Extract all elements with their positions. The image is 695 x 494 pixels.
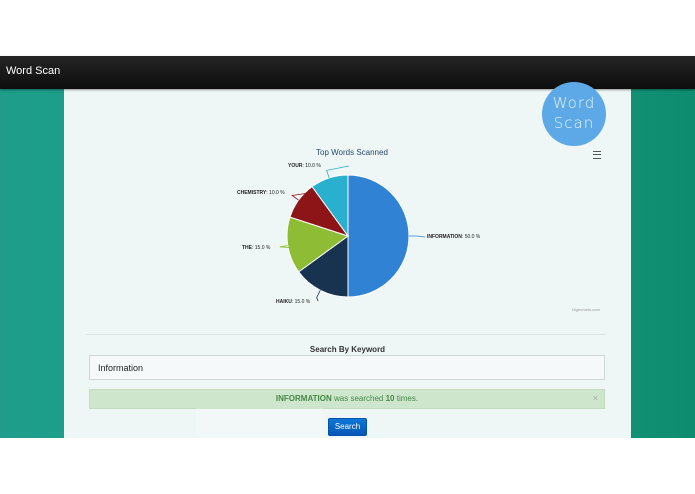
logo-line-1: Word — [552, 94, 596, 112]
search-button[interactable]: Search — [328, 418, 367, 436]
slice-name: INFORMATION — [427, 234, 462, 240]
slice-value: 10.0 % — [305, 163, 321, 169]
slice-value: 10.0 % — [269, 190, 285, 196]
chart-title: Top Words Scanned — [316, 148, 388, 157]
slice-name: YOUR — [288, 163, 303, 169]
slice-value: 15.0 % — [254, 245, 271, 251]
chart-credit[interactable]: Highcharts.com — [572, 307, 600, 312]
pie-slice-the[interactable] — [286, 216, 350, 273]
alert-suffix: times. — [396, 394, 419, 403]
result-alert: INFORMATION was searched 10 times. × — [89, 389, 605, 409]
connector-information — [409, 235, 426, 238]
slice-name: THE — [242, 245, 252, 251]
pie-slice-information[interactable] — [347, 174, 410, 298]
alert-keyword: INFORMATION — [275, 394, 332, 403]
brand-link[interactable]: Word Scan — [6, 65, 61, 77]
slice-label-your: YOUR: 10.0 % — [288, 163, 321, 169]
connector-chemistry — [291, 192, 310, 201]
slice-value: 15.0 % — [294, 299, 311, 305]
slice-label-the: THE: 15.0 % — [242, 245, 271, 251]
alert-count: 10 — [385, 394, 395, 403]
search-input[interactable] — [89, 355, 605, 380]
search-heading: Search By Keyword — [309, 345, 386, 354]
close-icon[interactable]: × — [592, 393, 598, 403]
slice-value: 50.0 % — [464, 234, 481, 240]
divider — [86, 334, 606, 335]
pie-slice-haiku[interactable] — [297, 235, 349, 298]
slice-label-chemistry: CHEMISTRY: 10.0 % — [237, 190, 285, 196]
slice-name: HAIKU — [276, 299, 292, 305]
menu-icon[interactable] — [593, 151, 601, 159]
connector-the — [279, 245, 295, 249]
word-scan-logo: Word Scan — [542, 82, 606, 146]
slice-label-haiku: HAIKU: 15.0 % — [276, 299, 311, 305]
slice-name: CHEMISTRY — [237, 190, 267, 196]
connector-your — [326, 165, 350, 179]
slice-label-information: INFORMATION: 50.0 % — [427, 234, 481, 240]
logo-line-2: Scan — [553, 114, 595, 132]
overlay-box — [196, 408, 323, 438]
connector-haiku — [316, 290, 321, 302]
alert-middle-text: was searched — [334, 394, 384, 403]
